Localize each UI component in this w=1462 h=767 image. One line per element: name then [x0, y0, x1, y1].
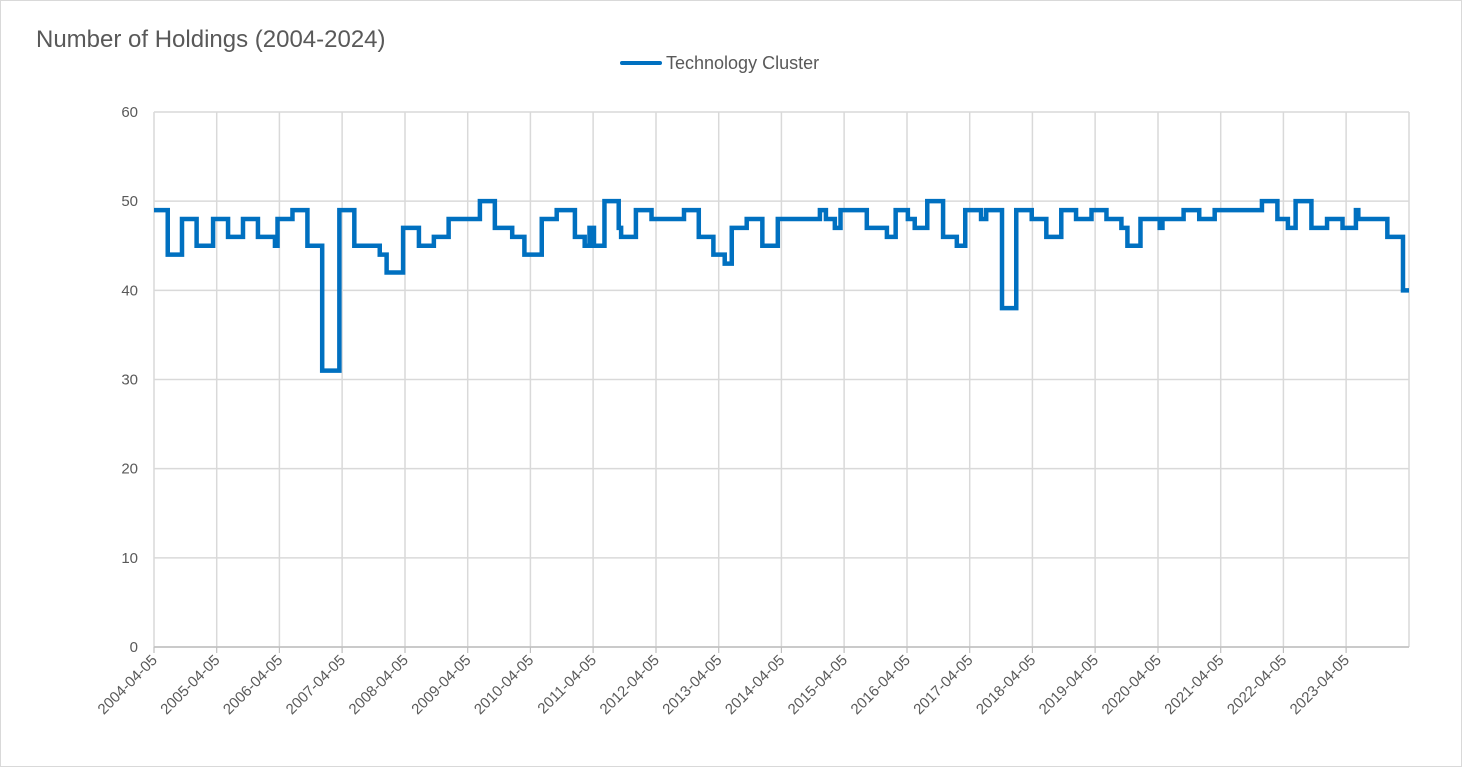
x-tick-label: 2016-04-05	[848, 652, 914, 718]
y-tick-label: 40	[121, 282, 138, 299]
x-tick-label: 2014-04-05	[722, 652, 788, 718]
x-tick-label: 2022-04-05	[1224, 652, 1290, 718]
x-tick-label: 2017-04-05	[910, 652, 976, 718]
axes	[153, 646, 1409, 653]
legend-swatch	[620, 61, 662, 65]
chart-title: Number of Holdings (2004-2024)	[36, 26, 386, 53]
y-tick-label: 20	[121, 461, 138, 478]
tick-labels: 0 10 20 30 40 50 60 2004-04-052005-04-052006-04…	[95, 104, 1353, 718]
x-tick-label: 2009-04-05	[408, 652, 474, 718]
x-tick-label: 2013-04-05	[659, 652, 725, 718]
y-tick-label: 50	[121, 193, 138, 210]
series-line-technology-cluster	[154, 198, 1409, 373]
x-tick-label: 2015-04-05	[785, 652, 851, 718]
y-tick-label: 30	[121, 372, 138, 389]
series-layer	[154, 198, 1409, 373]
x-tick-label: 2005-04-05	[157, 652, 223, 718]
x-tick-label: 2021-04-05	[1161, 652, 1227, 718]
x-tick-label: 2004-04-05	[95, 652, 161, 718]
x-tick-label: 2020-04-05	[1099, 652, 1165, 718]
y-tick-label: 0	[130, 639, 138, 656]
legend-label: Technology Cluster	[666, 52, 820, 73]
x-tick-label: 2008-04-05	[346, 652, 412, 718]
gridlines	[153, 111, 1410, 648]
x-tick-label: 2018-04-05	[973, 652, 1039, 718]
y-tick-label: 60	[121, 104, 138, 121]
x-tick-label: 2006-04-05	[220, 652, 286, 718]
legend: Technology Cluster	[620, 52, 819, 74]
x-tick-label: 2007-04-05	[283, 652, 349, 718]
x-tick-label: 2019-04-05	[1036, 652, 1102, 718]
x-tick-label: 2012-04-05	[597, 652, 663, 718]
y-tick-label: 10	[121, 550, 138, 567]
x-tick-label: 2010-04-05	[471, 652, 537, 718]
x-tick-label: 2011-04-05	[534, 652, 599, 717]
x-tick-label: 2023-04-05	[1287, 652, 1353, 718]
